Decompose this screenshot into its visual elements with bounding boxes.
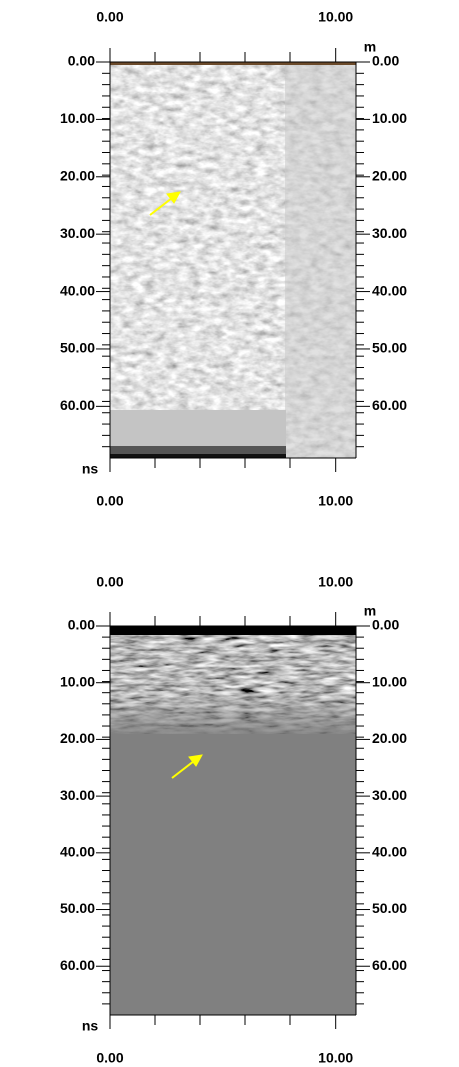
y-tick-label: 0.00 [68, 53, 95, 69]
x-tick-label: 10.00 [318, 1050, 353, 1066]
radargram-image [110, 626, 356, 1015]
y-tick-label: 30.00 [60, 787, 95, 803]
y-tick-label: 40.00 [60, 282, 95, 298]
y-tick-label: 30.00 [372, 225, 407, 241]
x-unit-label: m [364, 603, 376, 619]
x-tick-label: 0.00 [96, 1050, 123, 1066]
x-tick-label: 0.00 [96, 9, 123, 25]
x-tick-label: 0.00 [96, 574, 123, 590]
y-unit-label: ns [82, 1018, 99, 1034]
y-tick-label: 30.00 [372, 787, 407, 803]
y-tick-label: 20.00 [372, 730, 407, 746]
x-tick-label: 10.00 [318, 574, 353, 590]
y-unit-label: ns [82, 461, 99, 477]
y-tick-label: 40.00 [372, 844, 407, 860]
x-tick-label: 10.00 [318, 9, 353, 25]
y-tick-label: 50.00 [60, 340, 95, 356]
y-tick-label: 0.00 [68, 617, 95, 633]
x-unit-label: m [364, 39, 376, 55]
y-tick-label: 60.00 [372, 397, 407, 413]
y-tick-label: 50.00 [372, 900, 407, 916]
arrow [149, 191, 203, 779]
y-tick-label: 20.00 [60, 730, 95, 746]
y-tick-label: 10.00 [372, 110, 407, 126]
radargram-image [110, 62, 356, 458]
x-tick-label: 0.00 [96, 493, 123, 509]
y-tick-label: 50.00 [60, 900, 95, 916]
y-tick-label: 0.00 [372, 617, 399, 633]
y-tick-label: 50.00 [372, 340, 407, 356]
y-tick-label: 60.00 [60, 397, 95, 413]
y-tick-label: 30.00 [60, 225, 95, 241]
y-tick-label: 20.00 [372, 167, 407, 183]
y-tick-label: 10.00 [60, 110, 95, 126]
x-tick-label: 10.00 [318, 493, 353, 509]
y-tick-label: 40.00 [60, 844, 95, 860]
y-tick-label: 40.00 [372, 282, 407, 298]
y-tick-label: 10.00 [60, 673, 95, 689]
y-tick-label: 20.00 [60, 167, 95, 183]
y-tick-label: 60.00 [60, 957, 95, 973]
y-tick-label: 10.00 [372, 673, 407, 689]
y-tick-label: 60.00 [372, 957, 407, 973]
y-tick-label: 0.00 [372, 53, 399, 69]
